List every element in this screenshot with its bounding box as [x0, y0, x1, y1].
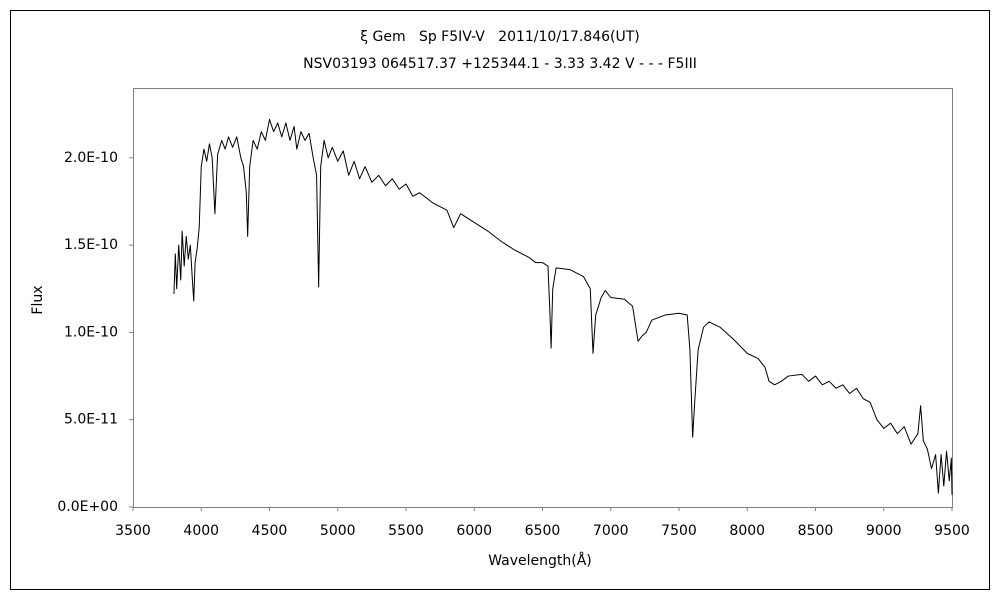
x-tick-label: 5500: [388, 523, 424, 539]
x-tick-label: 5000: [320, 523, 356, 539]
y-tick-label: 1.5E-10: [64, 237, 118, 253]
x-tick-label: 6500: [525, 523, 561, 539]
chart-title: ξ Gem Sp F5IV-V 2011/10/17.846(UT): [360, 29, 640, 45]
x-tick-label: 7000: [593, 523, 629, 539]
chart-border: [10, 10, 990, 590]
x-tick-label: 9000: [866, 523, 902, 539]
x-tick-label: 9500: [934, 523, 970, 539]
x-tick-label: 4500: [252, 523, 288, 539]
x-tick-label: 7500: [661, 523, 697, 539]
x-tick-label: 8000: [729, 523, 765, 539]
y-tick-label: 0.0E+00: [57, 499, 118, 515]
spectrum-line: [173, 118, 953, 495]
x-tick-label: 3500: [115, 523, 151, 539]
y-axis-label: Flux: [30, 285, 46, 314]
y-tick-label: 5.0E-11: [64, 412, 118, 428]
x-axis-label: Wavelength(Å): [488, 552, 592, 569]
x-tick-label: 4000: [183, 523, 219, 539]
x-tick-label: 8500: [798, 523, 834, 539]
chart-subtitle: NSV03193 064517.37 +125344.1 - 3.33 3.42…: [303, 56, 697, 72]
y-tick-label: 2.0E-10: [64, 150, 118, 166]
x-tick-label: 6000: [456, 523, 492, 539]
y-tick-label: 1.0E-10: [64, 324, 118, 340]
